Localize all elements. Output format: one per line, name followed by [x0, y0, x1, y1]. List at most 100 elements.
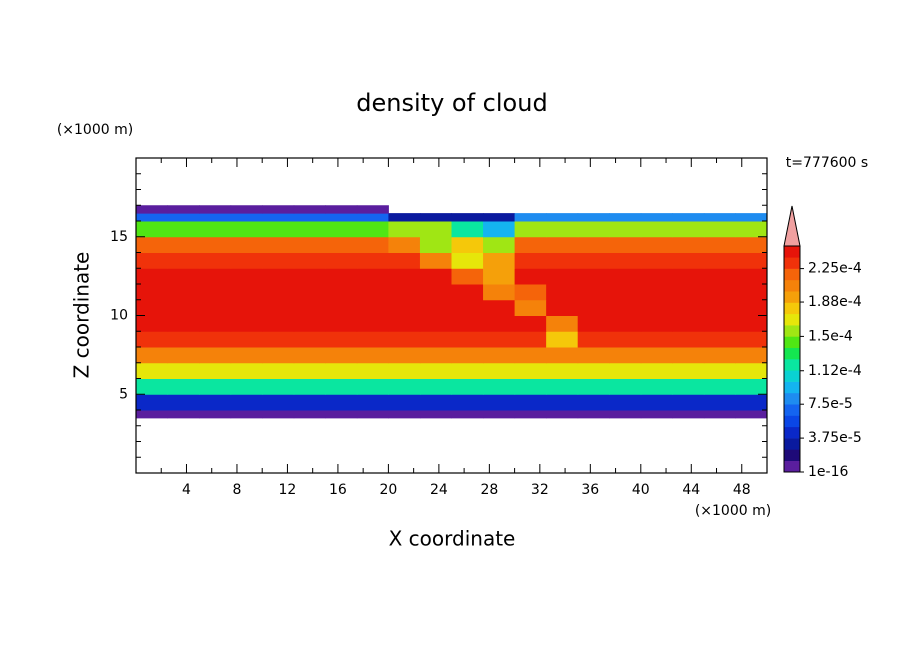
contour-cell [451, 331, 484, 348]
contour-cell [483, 394, 516, 411]
contour-cell [262, 205, 295, 214]
contour-cell [325, 252, 358, 269]
contour-cell [262, 410, 295, 419]
colorbar-band [784, 257, 800, 269]
contour-cell [293, 347, 326, 364]
x-tick-label: 4 [182, 482, 191, 498]
colorbar-tick-label: 3.75e-5 [808, 430, 862, 446]
contour-cell [483, 213, 516, 222]
contour-cell [325, 299, 358, 316]
contour-cell [136, 284, 169, 301]
contour-cell [577, 284, 610, 301]
contour-cell [167, 378, 200, 395]
contour-cell [167, 284, 200, 301]
contour-cell [325, 394, 358, 411]
x-tick-label: 24 [430, 482, 448, 498]
contour-cell [672, 236, 705, 253]
colorbar-band [784, 426, 800, 439]
colorbar-tick-label: 2.25e-4 [808, 261, 862, 277]
contour-cell [199, 331, 232, 348]
contour-cell [609, 347, 642, 364]
contour-cell [356, 252, 389, 269]
contour-cell [672, 331, 705, 348]
contour-cell [325, 268, 358, 285]
contour-cell [167, 299, 200, 316]
contour-cell [388, 331, 421, 348]
contour-cell [293, 221, 326, 238]
contour-cell [199, 221, 232, 238]
x-tick-label: 16 [329, 482, 347, 498]
contour-cell [293, 205, 326, 214]
contour-cell [672, 378, 705, 395]
contour-cell [388, 410, 421, 419]
contour-cell [356, 315, 389, 332]
contour-cell [672, 362, 705, 379]
contour-cell [514, 213, 547, 222]
colorbar-band [784, 370, 800, 382]
contour-cell [735, 347, 768, 364]
contour-cell [483, 268, 516, 285]
contour-cell [577, 331, 610, 348]
contour-cell [199, 236, 232, 253]
colorbar-band [784, 268, 800, 281]
contour-cell [419, 236, 452, 253]
contour-cell [136, 299, 169, 316]
contour-cell [167, 236, 200, 253]
contour-cell [293, 394, 326, 411]
contour-cell [609, 284, 642, 301]
contour-cell [136, 213, 169, 222]
colorbar-tick-label: 7.5e-5 [808, 396, 853, 412]
contour-cell [640, 236, 673, 253]
contour-cell [262, 213, 295, 222]
contour-cell [451, 299, 484, 316]
contour-cell [293, 315, 326, 332]
contour-cell [325, 221, 358, 238]
contour-cell [703, 236, 736, 253]
contour-cell [388, 236, 421, 253]
contour-cell [136, 221, 169, 238]
contour-cell [419, 331, 452, 348]
contour-cell [136, 410, 169, 419]
contour-cell [640, 221, 673, 238]
contour-cell [703, 252, 736, 269]
contour-cell [483, 347, 516, 364]
contour-cell [703, 284, 736, 301]
contour-cell [167, 315, 200, 332]
contour-cell [136, 362, 169, 379]
contour-cell [262, 394, 295, 411]
contour-cell [546, 362, 579, 379]
x-tick-label: 8 [232, 482, 241, 498]
contour-cell [451, 347, 484, 364]
y-unit: (×1000 m) [57, 122, 133, 138]
contour-cell [136, 315, 169, 332]
contour-cell [735, 268, 768, 285]
contour-cell [230, 205, 263, 214]
contour-cell [703, 331, 736, 348]
contour-cell [419, 347, 452, 364]
contour-cell [451, 378, 484, 395]
contour-cell [230, 347, 263, 364]
contour-cell [609, 378, 642, 395]
contour-cell [577, 268, 610, 285]
contour-cell [703, 410, 736, 419]
contour-cell [167, 268, 200, 285]
contour-cell [546, 268, 579, 285]
contour-cell [483, 331, 516, 348]
contour-cell [325, 410, 358, 419]
contour-cell [609, 394, 642, 411]
contour-cell [262, 284, 295, 301]
colorbar-band [784, 325, 800, 337]
contour-cell [514, 331, 547, 348]
contour-cell [356, 221, 389, 238]
contour-cell [325, 205, 358, 214]
contour-cell [356, 205, 389, 214]
contour-cell [640, 213, 673, 222]
contour-cell [483, 252, 516, 269]
colorbar-band [784, 438, 800, 450]
contour-cell [419, 315, 452, 332]
contour-cell [419, 221, 452, 238]
contour-cell [672, 299, 705, 316]
contour-cell [167, 205, 200, 214]
contour-cell [577, 221, 610, 238]
contour-cell [199, 410, 232, 419]
